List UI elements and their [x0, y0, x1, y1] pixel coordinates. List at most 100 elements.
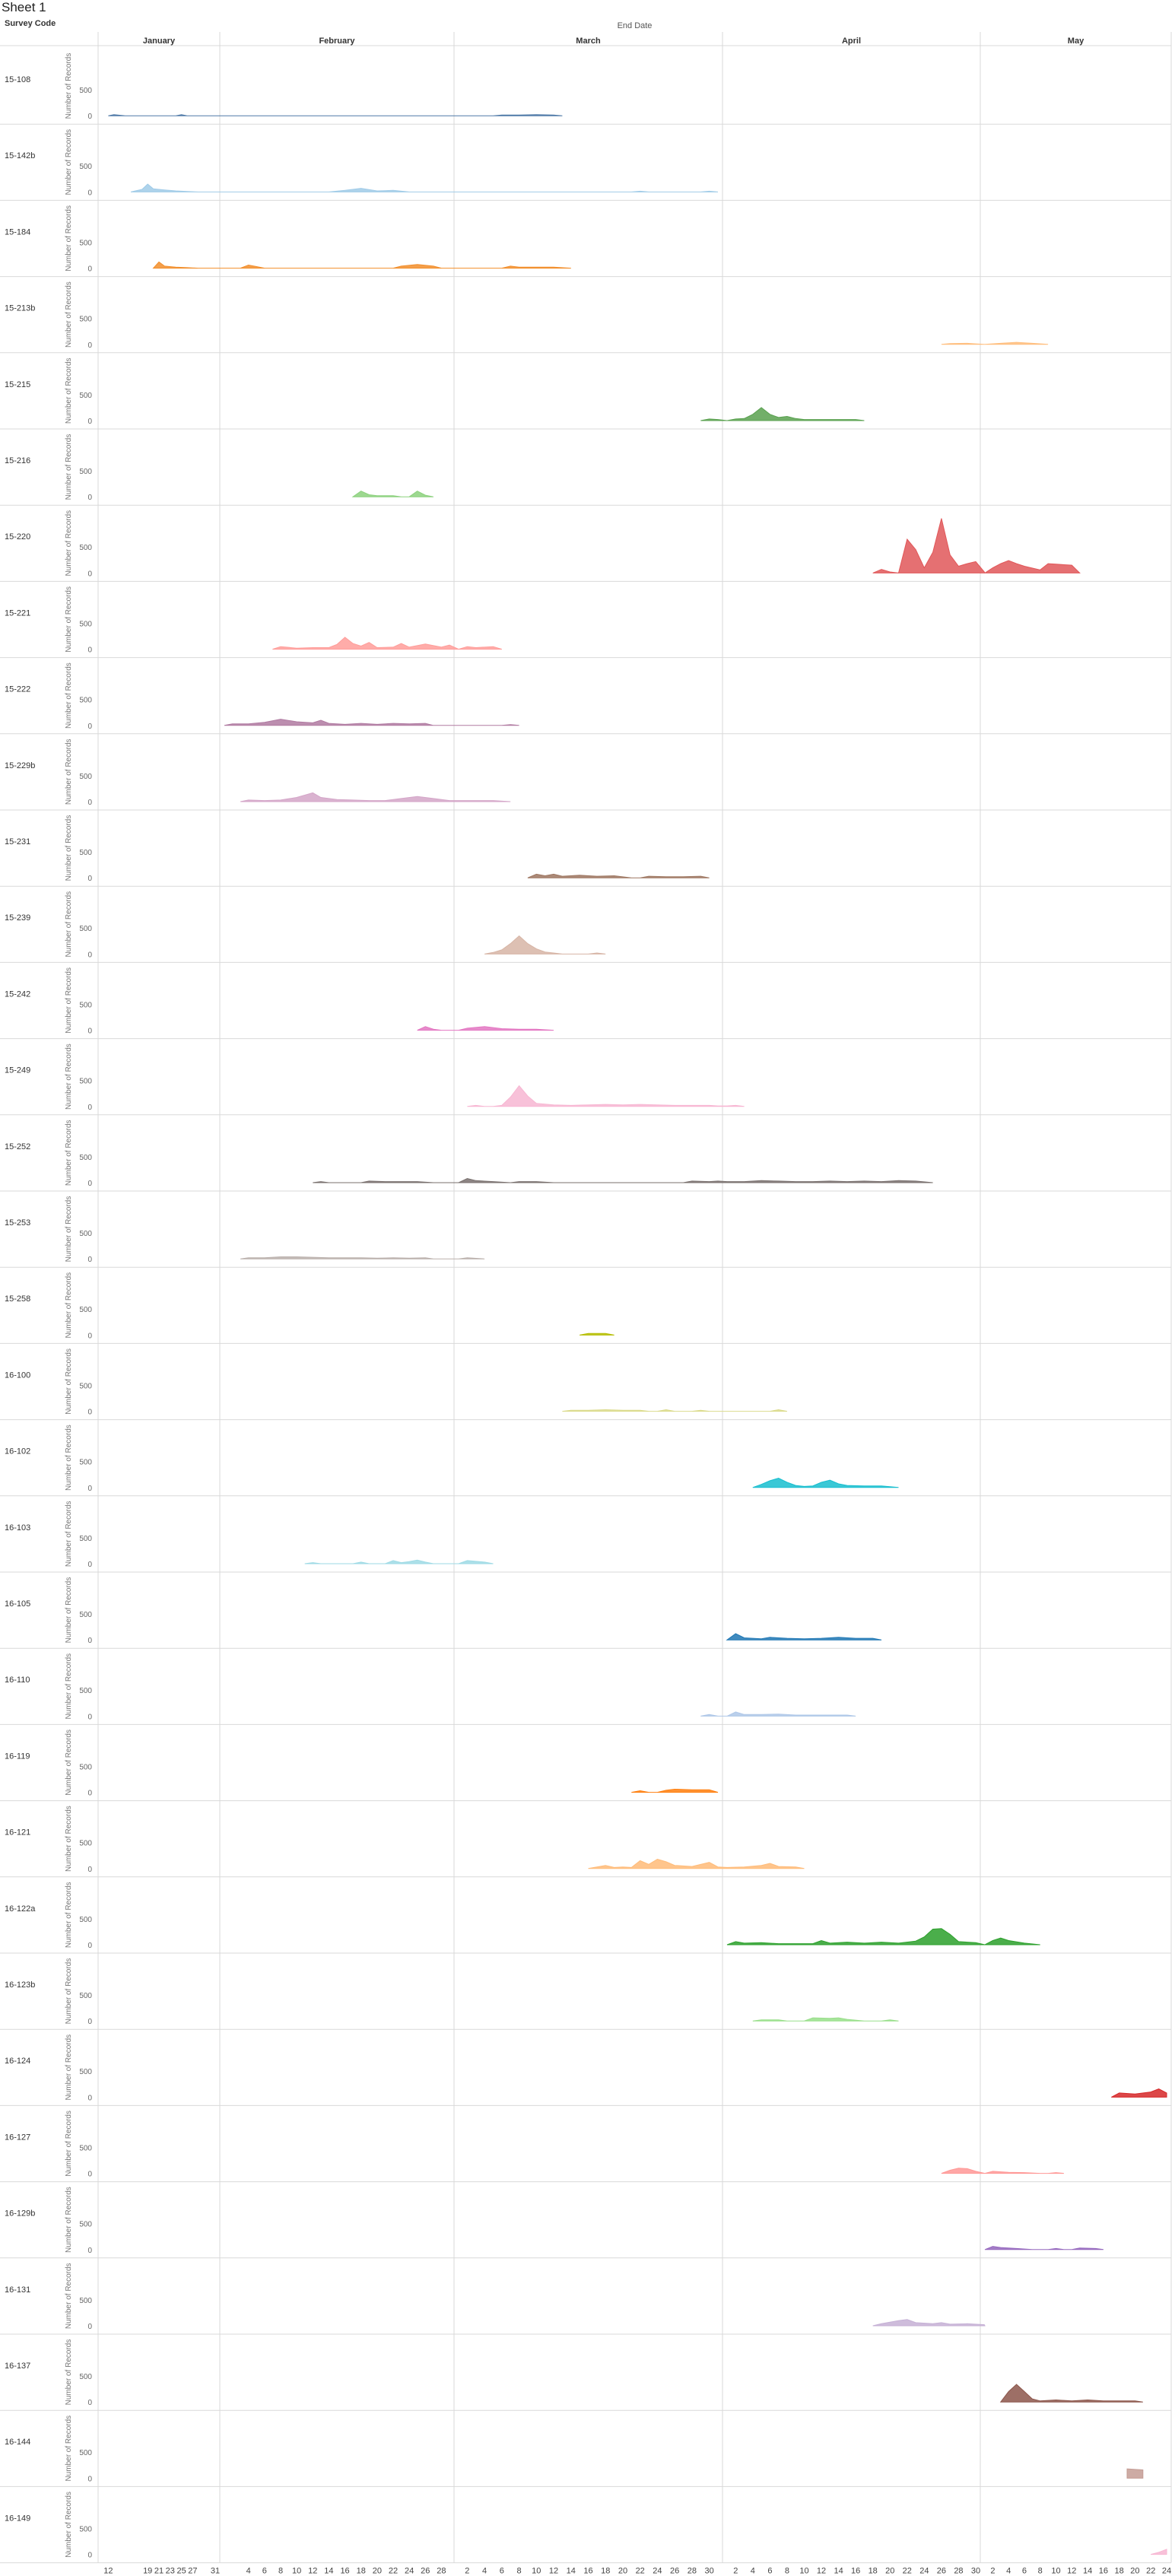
x-tick-label: 14	[324, 2567, 333, 2576]
y-axis-title: Number of Records	[65, 815, 73, 881]
y-axis-title: Number of Records	[65, 2416, 73, 2482]
y-axis-title: Number of Records	[65, 1196, 73, 1263]
x-tick-label: 26	[937, 2567, 946, 2576]
y-tick-label: 500	[79, 1306, 92, 1314]
area-series-15-184	[152, 261, 571, 269]
y-tick-label: 0	[87, 113, 92, 121]
y-axis-title: Number of Records	[65, 1501, 73, 1567]
x-tick-label: 14	[834, 2567, 843, 2576]
x-tick-label: 22	[636, 2567, 645, 2576]
area-series-15-222	[224, 719, 519, 726]
y-tick-label: 500	[79, 163, 92, 171]
x-tick-label: 24	[1162, 2567, 1171, 2576]
x-tick-label: 22	[389, 2567, 398, 2576]
y-tick-label: 0	[87, 570, 92, 578]
row-label-16-149: 16-149	[5, 2514, 30, 2523]
x-tick-label: 20	[1130, 2567, 1139, 2576]
y-tick-label: 0	[87, 875, 92, 883]
y-tick-label: 0	[87, 1485, 92, 1493]
y-tick-label: 0	[87, 1713, 92, 1721]
x-tick-label: 2	[733, 2567, 738, 2576]
x-tick-label: 22	[1146, 2567, 1155, 2576]
row-label-16-100: 16-100	[5, 1371, 30, 1380]
row-label-15-258: 15-258	[5, 1294, 30, 1304]
y-tick-label: 500	[79, 2373, 92, 2381]
y-tick-label: 0	[87, 494, 92, 502]
y-tick-label: 500	[79, 1992, 92, 2000]
x-tick-label: 2	[465, 2567, 469, 2576]
y-axis-title: Number of Records	[65, 2187, 73, 2253]
area-series-15-216	[351, 491, 433, 497]
y-tick-label: 0	[87, 1866, 92, 1874]
y-tick-label: 500	[79, 2221, 92, 2229]
x-tick-label: 20	[885, 2567, 894, 2576]
y-axis-title: Number of Records	[65, 2263, 73, 2329]
area-series-15-142b	[130, 183, 719, 192]
row-label-15-108: 15-108	[5, 75, 30, 84]
y-tick-label: 500	[79, 1154, 92, 1162]
row-label-16-131: 16-131	[5, 2285, 30, 2295]
area-series-16-124	[1111, 2088, 1167, 2098]
y-tick-label: 500	[79, 2525, 92, 2533]
y-axis-title: Number of Records	[65, 510, 73, 577]
y-tick-label: 500	[79, 1611, 92, 1619]
area-series-16-137	[999, 2384, 1143, 2403]
y-tick-label: 0	[87, 1332, 92, 1340]
y-tick-label: 500	[79, 392, 92, 400]
x-tick-label: 16	[340, 2567, 349, 2576]
x-tick-label: 26	[421, 2567, 430, 2576]
x-tick-label: 24	[653, 2567, 662, 2576]
y-axis-title: Number of Records	[65, 1120, 73, 1186]
row-label-16-102: 16-102	[5, 1447, 30, 1456]
y-tick-label: 500	[79, 1078, 92, 1086]
y-tick-label: 0	[87, 1790, 92, 1798]
y-tick-label: 0	[87, 1028, 92, 1036]
row-label-15-231: 15-231	[5, 837, 30, 846]
y-axis-title: Number of Records	[65, 1577, 73, 1644]
x-tick-label: 18	[869, 2567, 878, 2576]
y-tick-label: 500	[79, 620, 92, 628]
row-label-15-242: 15-242	[5, 989, 30, 999]
row-label-16-122a: 16-122a	[5, 1904, 36, 1914]
y-axis-title: Number of Records	[65, 129, 73, 195]
x-tick-label: 23	[166, 2567, 175, 2576]
x-tick-label: 12	[817, 2567, 826, 2576]
row-label-16-121: 16-121	[5, 1828, 30, 1838]
area-series-16-131	[872, 2319, 986, 2327]
x-tick-label: 24	[405, 2567, 414, 2576]
y-tick-label: 0	[87, 1180, 92, 1188]
x-tick-label: 12	[1067, 2567, 1076, 2576]
y-tick-label: 500	[79, 1916, 92, 1924]
area-series-15-253	[240, 1256, 485, 1259]
row-label-16-110: 16-110	[5, 1676, 30, 1685]
row-label-16-124: 16-124	[5, 2057, 30, 2066]
area-series-16-103	[304, 1559, 494, 1564]
y-axis-title: Number of Records	[65, 357, 73, 424]
y-tick-label: 0	[87, 2018, 92, 2026]
y-tick-label: 0	[87, 1104, 92, 1112]
y-tick-label: 500	[79, 2449, 92, 2457]
y-tick-label: 500	[79, 925, 92, 933]
x-tick-label: 14	[567, 2567, 576, 2576]
y-tick-label: 0	[87, 189, 92, 197]
x-tick-label: 6	[767, 2567, 772, 2576]
y-axis-title: Number of Records	[65, 967, 73, 1034]
y-axis-title: Number of Records	[65, 53, 73, 119]
y-tick-label: 0	[87, 418, 92, 426]
y-tick-label: 0	[87, 2552, 92, 2560]
x-tick-label: 20	[373, 2567, 382, 2576]
y-tick-label: 0	[87, 951, 92, 959]
row-label-16-137: 16-137	[5, 2362, 30, 2371]
area-series-16-110	[700, 1711, 856, 1717]
area-series-15-242	[417, 1026, 554, 1031]
x-tick-label: 21	[154, 2567, 164, 2576]
row-label-15-239: 15-239	[5, 913, 30, 923]
y-axis-title: Number of Records	[65, 1425, 73, 1491]
x-tick-label: 28	[437, 2567, 446, 2576]
area-series-16-122a	[726, 1928, 1040, 1945]
y-axis-title: Number of Records	[65, 1730, 73, 1796]
x-tick-label: 31	[211, 2567, 220, 2576]
area-series-15-239	[484, 935, 606, 954]
y-tick-label: 0	[87, 1942, 92, 1950]
y-tick-label: 500	[79, 2297, 92, 2305]
